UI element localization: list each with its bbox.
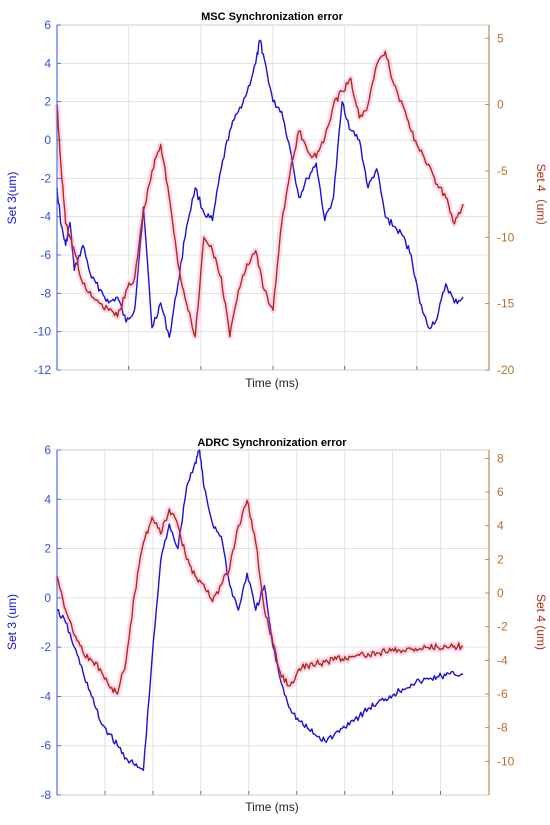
left-tick-label: -2 xyxy=(40,171,51,185)
left-tick-label: -4 xyxy=(40,689,51,703)
chart-title: MSC Synchronization error xyxy=(201,11,344,23)
right-axis-ticks: -10 -8 -6 -4 -2 0 2 4 6 8 xyxy=(485,451,515,768)
set4-series-line xyxy=(56,50,464,338)
right-tick-label: -10 xyxy=(497,754,515,768)
series-layer xyxy=(54,449,465,772)
left-tick-label: -10 xyxy=(34,325,52,339)
right-tick-label: 8 xyxy=(497,451,504,465)
left-tick-label: 0 xyxy=(44,133,51,147)
set3-series-line xyxy=(56,39,464,339)
right-tick-label: -10 xyxy=(497,230,515,244)
left-tick-label: 6 xyxy=(44,443,51,457)
left-tick-label: -2 xyxy=(40,640,51,654)
chart-title: ADRC Synchronization error xyxy=(197,437,347,449)
left-axis-label: Set 3 (um) xyxy=(5,594,19,650)
right-tick-label: 2 xyxy=(497,552,504,566)
set4-series-line xyxy=(56,499,464,695)
x-axis-label: Time (ms) xyxy=(245,800,299,814)
right-axis-ticks: -20 -15 -10 -5 0 5 xyxy=(485,31,515,377)
left-axis-label: Set 3(um) xyxy=(5,172,19,225)
left-tick-label: -12 xyxy=(34,363,52,377)
left-tick-label: -4 xyxy=(40,210,51,224)
x-axis-label: Time (ms) xyxy=(245,376,299,390)
plot-area xyxy=(56,449,490,796)
left-tick-label: -6 xyxy=(40,248,51,262)
left-tick-label: 4 xyxy=(44,56,51,70)
right-tick-label: -20 xyxy=(497,363,515,377)
series-layer xyxy=(54,39,466,340)
left-tick-label: 0 xyxy=(44,591,51,605)
set3-series-line xyxy=(56,449,464,772)
right-tick-label: -15 xyxy=(497,297,515,311)
left-axis-ticks: -8 -6 -4 -2 0 2 4 6 xyxy=(40,443,61,802)
grid-lines xyxy=(56,449,490,796)
left-tick-label: 2 xyxy=(44,542,51,556)
right-tick-label: 5 xyxy=(497,31,504,45)
right-tick-label: -5 xyxy=(497,164,508,178)
left-tick-label: 6 xyxy=(44,18,51,32)
right-axis-label: Set 4 (um) xyxy=(534,594,548,650)
adrc-chart-panel: ADRC Synchronization error -8-6-4-20246 … xyxy=(5,437,548,814)
right-tick-label: -2 xyxy=(497,620,508,634)
left-tick-label: 2 xyxy=(44,95,51,109)
right-tick-label: -4 xyxy=(497,653,508,667)
right-tick-label: 6 xyxy=(497,485,504,499)
left-axis-ticks: -12 -10 -8 -6 -4 -2 0 2 4 6 xyxy=(34,18,61,377)
left-tick-label: -6 xyxy=(40,739,51,753)
left-tick-label: -8 xyxy=(40,788,51,802)
right-tick-label: 0 xyxy=(497,586,504,600)
left-tick-label: 4 xyxy=(44,492,51,506)
right-tick-label: 4 xyxy=(497,519,504,533)
right-tick-label: -8 xyxy=(497,721,508,735)
right-tick-label: 0 xyxy=(497,98,504,112)
right-tick-label: -6 xyxy=(497,687,508,701)
left-tick-label: -8 xyxy=(40,286,51,300)
right-axis-label: Set 4（um） xyxy=(534,164,548,233)
msc-chart-panel: MSC Synchronization error -12 -10 -8 -6 -4 -2… xyxy=(5,11,548,390)
